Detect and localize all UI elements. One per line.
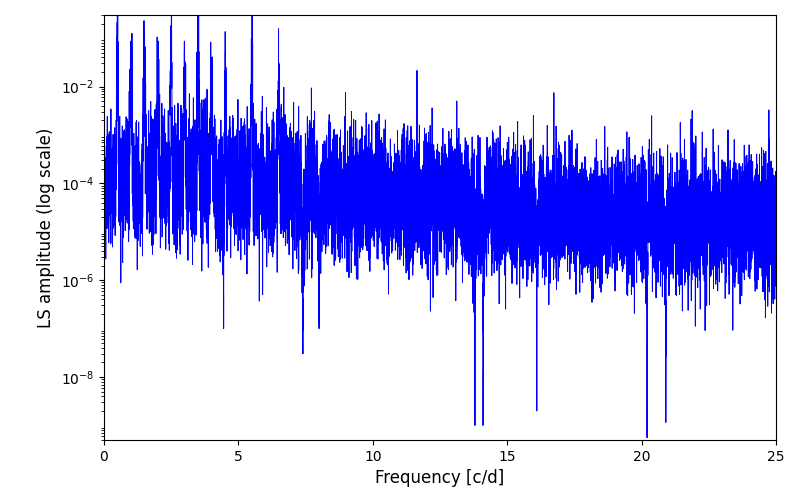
X-axis label: Frequency [c/d]: Frequency [c/d]	[375, 470, 505, 488]
Y-axis label: LS amplitude (log scale): LS amplitude (log scale)	[38, 128, 55, 328]
